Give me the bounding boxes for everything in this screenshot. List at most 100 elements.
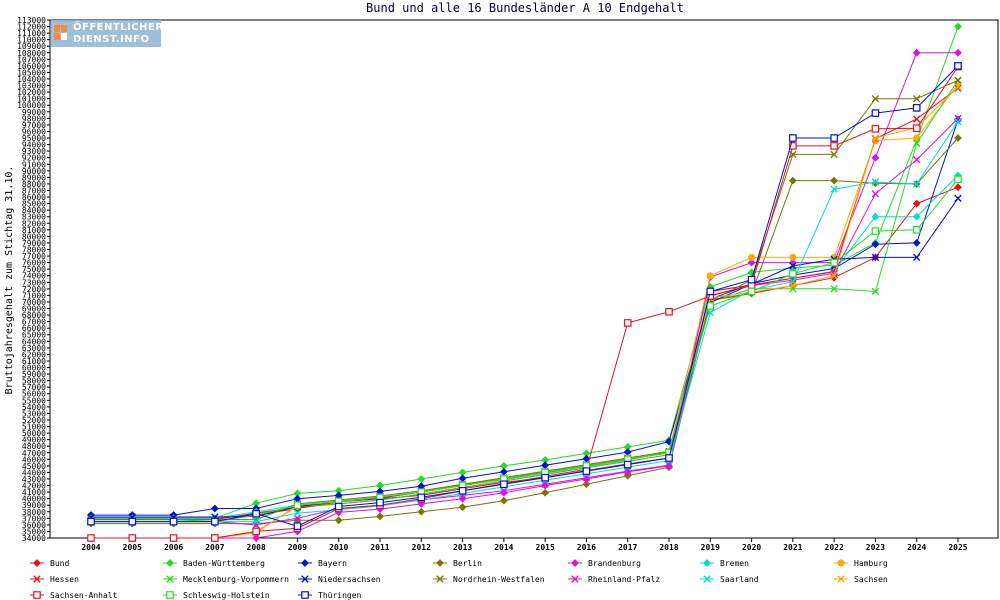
logo: ÖFFENTLICHER DIENST.INFO (51, 20, 163, 47)
data-point (376, 498, 384, 507)
plot-frame (49, 19, 999, 539)
x-tick-label: 2011 (370, 543, 389, 552)
series-line (91, 119, 959, 516)
data-point (748, 253, 756, 261)
y-tick-label: 57000 (22, 383, 46, 392)
series-line (91, 175, 959, 519)
data-point (913, 180, 921, 188)
legend-marker (301, 559, 309, 567)
data-point (912, 124, 921, 132)
data-point (87, 517, 95, 526)
legend-marker (166, 591, 174, 599)
series-7 (87, 80, 962, 542)
series-line (91, 137, 959, 525)
legend-item: Bayern (298, 559, 347, 568)
series-line (91, 121, 959, 523)
data-point (500, 480, 508, 489)
data-point (913, 155, 921, 164)
data-point (541, 473, 549, 482)
legend-label: Bund (50, 559, 69, 568)
data-point (830, 150, 838, 159)
y-tick-label: 103000 (17, 82, 46, 91)
data-point (334, 516, 343, 525)
legend-label: Berlin (453, 559, 482, 568)
series-17 (87, 62, 962, 530)
data-point (912, 226, 921, 234)
legend-marker (166, 575, 174, 583)
data-point (789, 269, 797, 278)
series-line (91, 52, 958, 539)
data-point (293, 501, 302, 510)
y-tick-label: 89000 (22, 173, 46, 182)
series-6 (87, 171, 962, 523)
data-point (252, 517, 260, 526)
data-point (912, 199, 921, 208)
y-tick-label: 85000 (22, 200, 46, 209)
data-point (871, 212, 880, 221)
data-point (747, 275, 756, 284)
data-point (954, 194, 962, 203)
y-tick-label: 69000 (22, 305, 46, 314)
legend-marker (571, 575, 579, 583)
data-point (582, 467, 591, 475)
x-tick-label: 2006 (164, 543, 183, 552)
x-tick-label: 2014 (494, 543, 513, 552)
data-point (912, 48, 921, 57)
x-tick-label: 2019 (701, 543, 720, 552)
data-point (871, 287, 880, 296)
y-tick-label: 88000 (22, 180, 46, 189)
x-tick-label: 2008 (247, 543, 266, 552)
data-point (128, 534, 137, 542)
series-1 (87, 183, 962, 523)
data-point (87, 534, 95, 542)
y-tick-label: 62000 (22, 350, 46, 359)
legend-label: Schleswig-Holstein (183, 591, 270, 600)
data-point (954, 134, 962, 142)
legend: Bund Baden-Württemberg Bayern Berlin Branden… (30, 559, 888, 600)
y-tick-label: 102000 (17, 88, 46, 97)
y-tick-label: 34000 (22, 534, 46, 543)
legend-marker (436, 575, 444, 583)
data-point (871, 178, 880, 186)
data-point (582, 480, 591, 489)
y-tick-label: 39000 (22, 501, 46, 510)
series-group (87, 22, 962, 542)
series-line (91, 79, 959, 521)
data-point (913, 94, 921, 103)
y-tick-label: 78000 (22, 245, 46, 254)
y-tick-label: 98000 (22, 114, 46, 123)
data-point (913, 139, 921, 147)
legend-marker (837, 559, 845, 567)
legend-label: Saarland (720, 575, 759, 584)
data-point (747, 287, 756, 296)
x-tick-label: 2018 (659, 543, 678, 552)
logo-icon (54, 25, 67, 40)
legend-marker (571, 559, 579, 567)
x-tick-label: 2012 (412, 543, 431, 552)
legend-marker (837, 575, 845, 583)
x-tick-label: 2005 (123, 543, 142, 552)
data-point (789, 134, 797, 142)
x-tick-label: 2021 (783, 543, 802, 552)
y-tick-label: 35000 (22, 527, 46, 536)
series-line (91, 178, 959, 523)
data-point (210, 504, 219, 513)
data-point (871, 134, 880, 142)
y-tick-label: 64000 (22, 337, 46, 346)
series-line (91, 118, 959, 526)
y-tick-label: 95000 (22, 134, 46, 143)
legend-item: Thüringen (298, 591, 362, 600)
data-point (954, 83, 962, 91)
legend-marker (166, 559, 174, 567)
series-line (91, 198, 959, 518)
y-tick-label: 107000 (17, 55, 46, 64)
y-tick-label: 70000 (22, 298, 46, 307)
data-point (830, 185, 838, 193)
y-tick-label: 53000 (22, 409, 46, 418)
legend-item: Niedersachsen (298, 575, 381, 584)
data-point (830, 176, 839, 185)
data-point (499, 496, 508, 505)
legend-item: Baden-Württemberg (163, 559, 265, 568)
y-tick-label: 110000 (17, 36, 46, 45)
